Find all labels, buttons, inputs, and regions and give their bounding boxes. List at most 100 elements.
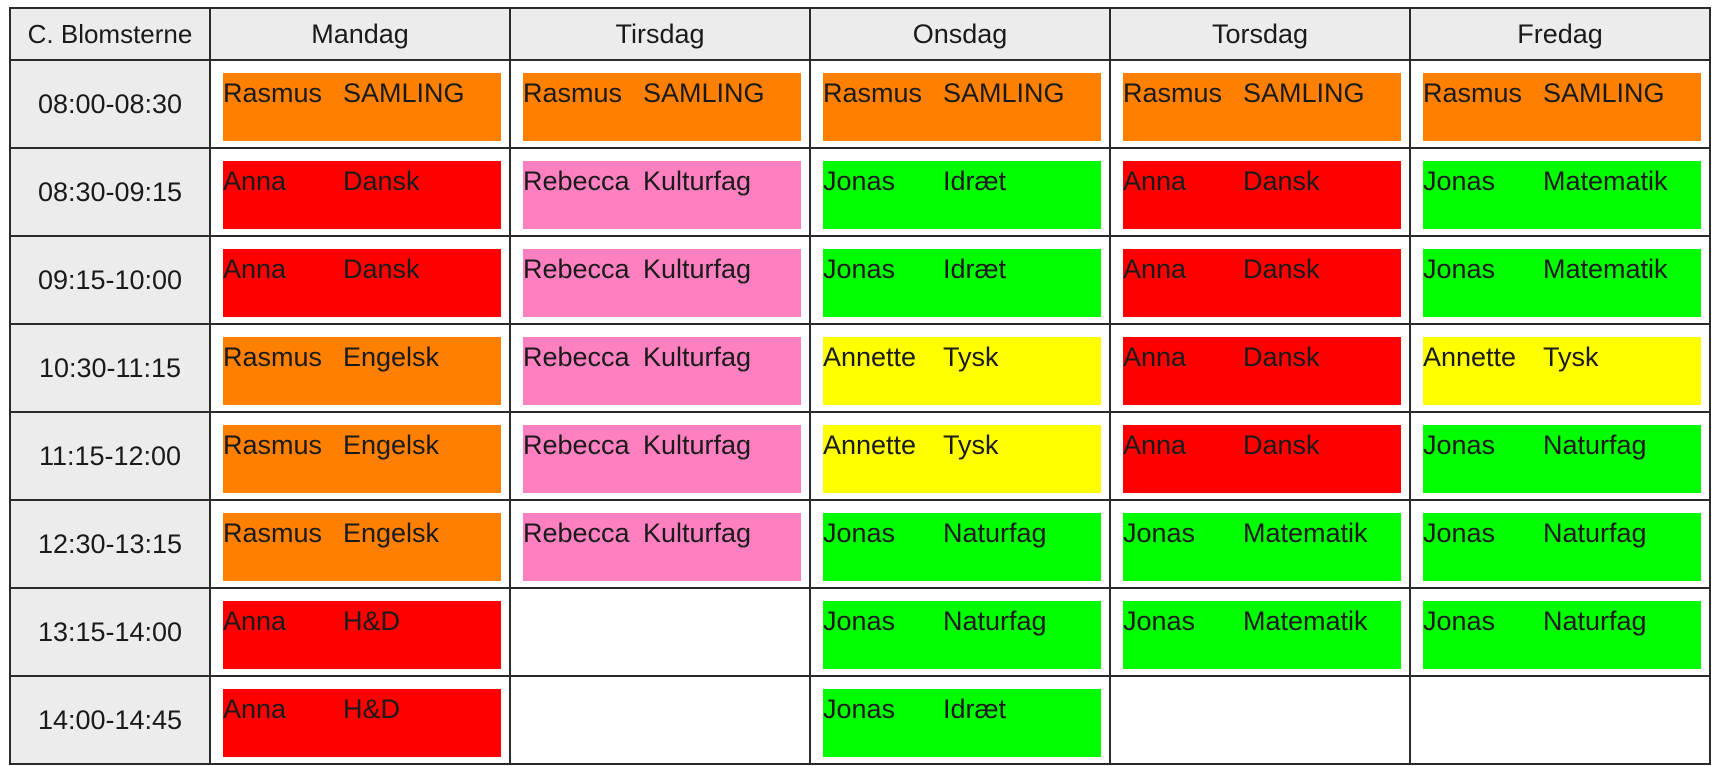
- lesson-block: Jonas Idræt: [823, 161, 1101, 229]
- lesson-teacher: Anna: [1123, 342, 1187, 372]
- lesson-block: Rasmus Engelsk: [223, 337, 501, 405]
- lesson-teacher: Anna: [223, 606, 287, 636]
- empty-cell: [509, 587, 811, 677]
- lesson-subject: SAMLING: [943, 78, 1065, 108]
- lesson-teacher: Jonas: [1423, 430, 1496, 460]
- lesson-block: Rasmus Engelsk: [223, 513, 501, 581]
- lesson-subject: H&D: [343, 694, 401, 724]
- lesson-teacher: Annette: [1423, 342, 1517, 372]
- lesson-teacher: Annette: [823, 342, 917, 372]
- lesson-cell: Rasmus SAMLING: [1109, 59, 1411, 149]
- lesson-teacher: Jonas: [1123, 606, 1196, 636]
- lesson-teacher: Jonas: [1423, 518, 1496, 548]
- lesson-subject: Tysk: [943, 342, 999, 372]
- lesson-block: Jonas Idræt: [823, 249, 1101, 317]
- time-slot-label: 09:15-10:00: [9, 235, 211, 325]
- lesson-block: Annette Tysk: [823, 425, 1101, 493]
- lesson-cell: Rasmus SAMLING: [1409, 59, 1711, 149]
- lesson-teacher: Rebecca: [523, 518, 630, 548]
- lesson-cell: Annette Tysk: [1409, 323, 1711, 413]
- lesson-cell: Anna H&D: [209, 587, 511, 677]
- lesson-subject: Dansk: [1243, 166, 1320, 196]
- lesson-teacher: Jonas: [823, 694, 896, 724]
- time-slot-label: 12:30-13:15: [9, 499, 211, 589]
- time-slot-label: 14:00-14:45: [9, 675, 211, 765]
- day-header-fredag: Fredag: [1409, 7, 1711, 61]
- lesson-block: Annette Tysk: [1423, 337, 1701, 405]
- lesson-block: Anna Dansk: [223, 249, 501, 317]
- lesson-block: Annette Tysk: [823, 337, 1101, 405]
- empty-cell: [1409, 675, 1711, 765]
- lesson-cell: Annette Tysk: [809, 323, 1111, 413]
- lesson-block: Jonas Matematik: [1123, 601, 1401, 669]
- lesson-cell: Jonas Naturfag: [1409, 411, 1711, 501]
- time-slot-label: 13:15-14:00: [9, 587, 211, 677]
- lesson-subject: SAMLING: [1243, 78, 1365, 108]
- lesson-subject: Matematik: [1243, 518, 1368, 548]
- lesson-cell: Rasmus Engelsk: [209, 499, 511, 589]
- lesson-block: Anna Dansk: [1123, 161, 1401, 229]
- lesson-cell: Rasmus Engelsk: [209, 411, 511, 501]
- lesson-block: Rasmus SAMLING: [1123, 73, 1401, 141]
- empty-cell: [509, 675, 811, 765]
- lesson-subject: Dansk: [1243, 430, 1320, 460]
- table-row: 09:15-10:00 Anna Dansk Rebecca Kulturfag Jona…: [9, 235, 1711, 325]
- table-row: 10:30-11:15 Rasmus Engelsk Rebecca Kulturfag…: [9, 323, 1711, 413]
- lesson-cell: Jonas Matematik: [1109, 499, 1411, 589]
- lesson-block: Rebecca Kulturfag: [523, 161, 801, 229]
- table-row: 08:00-08:30 Rasmus SAMLING Rasmus SAMLING Ras…: [9, 59, 1711, 149]
- lesson-subject: SAMLING: [343, 78, 465, 108]
- lesson-block: Jonas Matematik: [1123, 513, 1401, 581]
- timetable-sheet: C. Blomsterne Mandag Tirsdag Onsdag Tors…: [9, 7, 1711, 765]
- empty-cell: [1109, 675, 1411, 765]
- lesson-block: Anna Dansk: [1123, 337, 1401, 405]
- lesson-cell: Jonas Naturfag: [1409, 587, 1711, 677]
- lesson-block: Jonas Naturfag: [1423, 601, 1701, 669]
- lesson-block: Rebecca Kulturfag: [523, 249, 801, 317]
- lesson-block: Anna H&D: [223, 601, 501, 669]
- lesson-cell: Rasmus Engelsk: [209, 323, 511, 413]
- lesson-cell: Rebecca Kulturfag: [509, 323, 811, 413]
- lesson-block: Rebecca Kulturfag: [523, 513, 801, 581]
- lesson-subject: Idræt: [943, 694, 1007, 724]
- lesson-cell: Jonas Idræt: [809, 147, 1111, 237]
- lesson-cell: Anna Dansk: [1109, 147, 1411, 237]
- lesson-teacher: Jonas: [823, 254, 896, 284]
- lesson-subject: SAMLING: [643, 78, 765, 108]
- lesson-subject: Kulturfag: [643, 342, 752, 372]
- lesson-subject: Naturfag: [943, 606, 1047, 636]
- lesson-cell: Jonas Matematik: [1409, 147, 1711, 237]
- lesson-cell: Jonas Idræt: [809, 675, 1111, 765]
- lesson-teacher: Rasmus: [523, 78, 623, 108]
- lesson-teacher: Jonas: [1423, 606, 1496, 636]
- timetable: C. Blomsterne Mandag Tirsdag Onsdag Tors…: [9, 7, 1711, 765]
- lesson-subject: Engelsk: [343, 342, 440, 372]
- time-slot-label: 10:30-11:15: [9, 323, 211, 413]
- lesson-subject: Naturfag: [943, 518, 1047, 548]
- lesson-subject: Dansk: [1243, 254, 1320, 284]
- lesson-subject: Naturfag: [1543, 518, 1647, 548]
- lesson-subject: Tysk: [1543, 342, 1599, 372]
- lesson-cell: Jonas Naturfag: [1409, 499, 1711, 589]
- lesson-cell: Jonas Matematik: [1109, 587, 1411, 677]
- lesson-teacher: Rasmus: [1123, 78, 1223, 108]
- lesson-subject: Kulturfag: [643, 430, 752, 460]
- lesson-block: Jonas Naturfag: [1423, 425, 1701, 493]
- lesson-teacher: Anna: [223, 694, 287, 724]
- lesson-teacher: Anna: [1123, 254, 1187, 284]
- lesson-subject: Engelsk: [343, 430, 440, 460]
- table-row: 08:30-09:15 Anna Dansk Rebecca Kulturfag Jona…: [9, 147, 1711, 237]
- header-row: C. Blomsterne Mandag Tirsdag Onsdag Tors…: [9, 7, 1711, 61]
- lesson-block: Rasmus Engelsk: [223, 425, 501, 493]
- lesson-cell: Rebecca Kulturfag: [509, 499, 811, 589]
- lesson-block: Rasmus SAMLING: [823, 73, 1101, 141]
- lesson-teacher: Anna: [223, 254, 287, 284]
- lesson-block: Rasmus SAMLING: [223, 73, 501, 141]
- lesson-block: Jonas Matematik: [1423, 161, 1701, 229]
- lesson-teacher: Anna: [1123, 166, 1187, 196]
- lesson-teacher: Rebecca: [523, 430, 630, 460]
- lesson-block: Jonas Naturfag: [823, 601, 1101, 669]
- lesson-subject: Matematik: [1243, 606, 1368, 636]
- day-header-torsdag: Torsdag: [1109, 7, 1411, 61]
- timetable-body: 08:00-08:30 Rasmus SAMLING Rasmus SAMLING Ras…: [9, 59, 1711, 765]
